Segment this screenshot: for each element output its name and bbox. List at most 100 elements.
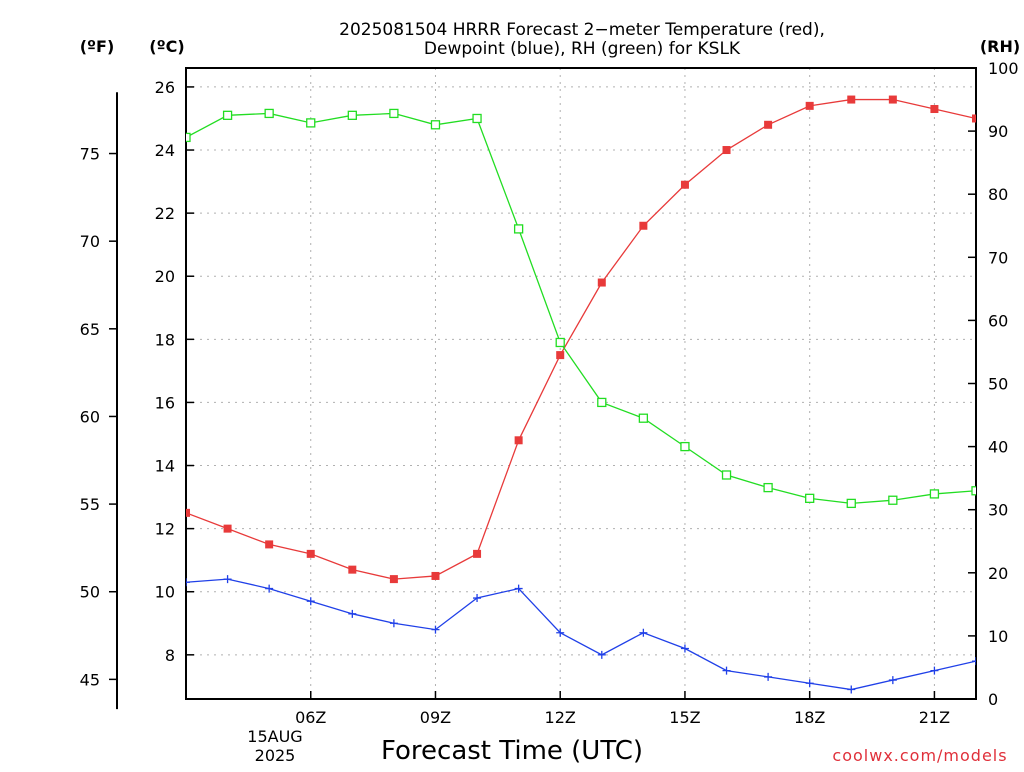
fahrenheit-tick-label: 60 bbox=[80, 407, 100, 426]
rh-tick-label: 90 bbox=[988, 122, 1008, 141]
rh-point bbox=[971, 486, 976, 496]
temperature-point bbox=[431, 571, 440, 580]
x-tick-label: 15Z bbox=[669, 708, 700, 727]
rh-point bbox=[680, 441, 690, 452]
rh-point bbox=[888, 495, 898, 505]
temperature-point bbox=[265, 540, 274, 549]
temperature-point bbox=[722, 146, 731, 155]
dewpoint-point bbox=[972, 657, 976, 666]
rh-tick-label: 60 bbox=[988, 311, 1008, 330]
fahrenheit-tick-label: 70 bbox=[80, 232, 100, 251]
temperature-point bbox=[847, 95, 856, 104]
dewpoint-series bbox=[186, 575, 976, 694]
fahrenheit-unit-label: (ºF) bbox=[80, 37, 115, 56]
rh-tick-label: 0 bbox=[988, 690, 998, 709]
x-tick-label: 06Z bbox=[295, 708, 326, 727]
rh-point bbox=[929, 489, 940, 499]
celsius-tick-label: 20 bbox=[155, 267, 175, 286]
fahrenheit-tick-label: 50 bbox=[80, 583, 100, 602]
rh-point bbox=[389, 108, 399, 119]
temperature-point bbox=[680, 180, 689, 189]
dewpoint-line bbox=[186, 578, 976, 691]
dewpoint-point bbox=[473, 594, 482, 603]
rh-point bbox=[222, 110, 233, 120]
rh-tick-label: 50 bbox=[988, 375, 1008, 394]
dewpoint-point bbox=[639, 628, 648, 637]
dewpoint-point bbox=[514, 584, 523, 593]
rh-point bbox=[638, 413, 649, 423]
rh-tick-label: 10 bbox=[988, 627, 1008, 646]
temperature-point bbox=[186, 508, 190, 517]
temperature-point bbox=[972, 114, 976, 123]
rh-line bbox=[186, 112, 976, 505]
rh-point bbox=[347, 110, 357, 120]
dewpoint-point bbox=[431, 625, 440, 634]
temperature-point bbox=[389, 575, 398, 584]
temperature-point bbox=[930, 105, 939, 114]
rh-series bbox=[186, 108, 976, 509]
rh-tick-label: 40 bbox=[988, 438, 1008, 457]
dewpoint-point bbox=[306, 597, 315, 606]
grid-layer bbox=[186, 68, 976, 699]
fahrenheit-tick-label: 55 bbox=[80, 495, 100, 514]
credit-label: coolwx.com/models bbox=[832, 746, 1007, 765]
temperature-line bbox=[186, 98, 976, 580]
temperature-point bbox=[556, 351, 565, 360]
celsius-tick-label: 18 bbox=[155, 330, 175, 349]
rh-point bbox=[597, 397, 607, 408]
axes-layer bbox=[109, 67, 977, 710]
rh-tick-label: 70 bbox=[988, 248, 1008, 267]
x-tick-label: 21Z bbox=[919, 708, 950, 727]
temperature-point bbox=[514, 436, 523, 445]
celsius-tick-label: 8 bbox=[165, 646, 175, 665]
rh-tick-label: 100 bbox=[988, 59, 1019, 78]
temperature-point bbox=[306, 549, 315, 558]
rh-point bbox=[306, 118, 316, 128]
rh-point bbox=[763, 482, 773, 493]
dewpoint-point bbox=[597, 650, 606, 659]
rh-point bbox=[430, 120, 441, 130]
x-axis-title: Forecast Time (UTC) bbox=[381, 736, 643, 766]
x-tick-label: 09Z bbox=[420, 708, 451, 727]
dewpoint-point bbox=[930, 666, 939, 675]
date-label-line1: 15AUG bbox=[247, 727, 302, 746]
fahrenheit-tick-label: 75 bbox=[80, 145, 100, 164]
date-label-line2: 2025 bbox=[255, 746, 296, 765]
rh-point bbox=[264, 108, 274, 119]
temperature-point bbox=[473, 549, 482, 558]
tick-labels-layer: 45 50 55 60 65 70 75 8 10 12 14 16 18 20 22 24 26 0 10 20 30… bbox=[80, 59, 1019, 727]
temperature-point bbox=[639, 221, 648, 230]
rh-point bbox=[805, 493, 815, 503]
dewpoint-point bbox=[186, 578, 190, 587]
dewpoint-point bbox=[389, 619, 398, 628]
rh-tick-label: 30 bbox=[988, 501, 1008, 520]
temperature-point bbox=[888, 95, 897, 104]
dewpoint-point bbox=[223, 575, 232, 584]
temperature-point bbox=[597, 278, 606, 287]
dewpoint-point bbox=[888, 676, 897, 685]
temperature-series bbox=[186, 95, 976, 584]
dewpoint-point bbox=[764, 672, 773, 681]
dewpoint-point bbox=[722, 666, 731, 675]
chart-title-line2: Dewpoint (blue), RH (green) for KSLK bbox=[424, 39, 741, 59]
rh-point bbox=[472, 113, 482, 124]
temperature-point bbox=[223, 524, 232, 533]
dewpoint-point bbox=[556, 628, 565, 637]
celsius-unit-label: (ºC) bbox=[149, 37, 184, 56]
celsius-tick-label: 12 bbox=[155, 520, 175, 539]
temperature-point bbox=[805, 101, 814, 110]
x-tick-label: 18Z bbox=[794, 708, 825, 727]
x-tick-label: 12Z bbox=[545, 708, 576, 727]
dewpoint-point bbox=[265, 584, 274, 593]
celsius-tick-label: 14 bbox=[155, 457, 175, 476]
chart-title-line1: 2025081504 HRRR Forecast 2−meter Tempera… bbox=[339, 20, 825, 40]
rh-tick-label: 20 bbox=[988, 564, 1008, 583]
fahrenheit-tick-label: 45 bbox=[80, 670, 100, 689]
celsius-tick-label: 10 bbox=[155, 583, 175, 602]
dewpoint-point bbox=[805, 679, 814, 688]
rh-point bbox=[721, 470, 732, 480]
celsius-tick-label: 16 bbox=[155, 393, 175, 412]
rh-tick-label: 80 bbox=[988, 185, 1008, 204]
